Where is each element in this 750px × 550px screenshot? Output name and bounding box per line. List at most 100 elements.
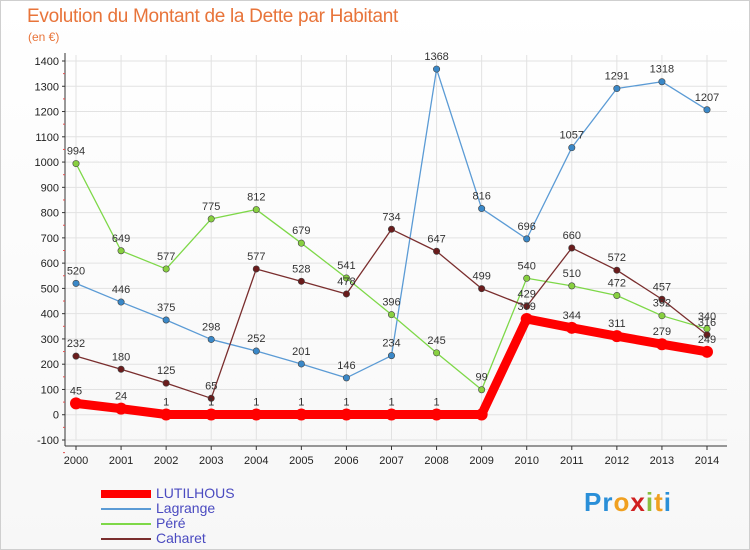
data-label: 180	[112, 351, 130, 363]
data-point	[250, 408, 263, 421]
data-label: 99	[476, 372, 488, 384]
data-point	[610, 330, 623, 343]
logo-letter: i	[645, 487, 655, 517]
data-point	[613, 266, 621, 274]
data-point	[568, 144, 576, 152]
data-label: 1	[163, 396, 169, 408]
data-label: 379	[518, 301, 536, 313]
data-label: 232	[67, 338, 85, 350]
data-point	[297, 360, 305, 368]
data-point	[478, 386, 486, 394]
data-label: 734	[382, 211, 400, 223]
proxiti-logo: Proxiti	[584, 487, 672, 518]
x-tick-label: 2012	[605, 455, 629, 467]
legend-label: Péré	[156, 515, 186, 531]
y-tick-label: 1400	[35, 56, 59, 68]
y-tick-label: 700	[41, 233, 59, 245]
x-tick-label: 2002	[154, 455, 178, 467]
data-point	[523, 274, 531, 282]
y-tick-label: 200	[41, 359, 59, 371]
data-point	[520, 312, 533, 325]
x-tick-label: 2003	[199, 455, 223, 467]
data-point	[430, 408, 443, 421]
data-point	[117, 298, 125, 306]
data-point	[385, 408, 398, 421]
x-tick-label: 2000	[64, 455, 88, 467]
data-label: 298	[202, 321, 220, 333]
data-label: 457	[653, 281, 671, 293]
data-label: 1	[388, 396, 394, 408]
x-tick-label: 2004	[244, 455, 268, 467]
y-tick-label: 1300	[35, 81, 59, 93]
data-point	[252, 206, 260, 214]
data-label: 234	[382, 338, 400, 350]
data-point	[207, 335, 215, 343]
data-point	[478, 285, 486, 293]
data-point	[342, 274, 350, 282]
x-tick-label: 2010	[514, 455, 538, 467]
data-point	[478, 205, 486, 213]
data-point	[387, 311, 395, 319]
data-label: 528	[292, 263, 310, 275]
data-point	[70, 397, 82, 410]
x-tick-label: 2006	[334, 455, 358, 467]
chart-title: Evolution du Montant de la Dette par Hab…	[27, 6, 398, 27]
data-point	[613, 85, 621, 93]
legend-swatch	[101, 522, 151, 525]
data-label: 311	[608, 318, 626, 330]
data-label: 816	[472, 191, 490, 203]
chart-unit: (en €)	[28, 30, 60, 44]
data-label: 812	[247, 192, 265, 204]
data-point	[295, 408, 308, 421]
y-tick-label: 1000	[35, 157, 59, 169]
data-label: 499	[472, 271, 490, 283]
data-label: 65	[205, 380, 217, 392]
data-point	[207, 215, 215, 223]
data-point	[207, 394, 215, 402]
y-tick-label: 100	[41, 384, 59, 396]
logo-letter: r	[602, 487, 614, 517]
data-label: 540	[518, 260, 536, 272]
data-label: 1	[253, 396, 259, 408]
data-point	[72, 160, 80, 168]
data-point	[655, 338, 668, 351]
data-point	[160, 408, 173, 421]
data-label: 396	[382, 297, 400, 309]
data-point	[658, 312, 666, 320]
legend-swatch	[101, 507, 151, 510]
data-point	[162, 316, 170, 324]
data-label: 572	[608, 252, 626, 264]
data-point	[658, 295, 666, 303]
data-label: 279	[653, 326, 671, 338]
data-label: 696	[518, 221, 536, 233]
legend-item: LUTILHOUS	[101, 486, 235, 501]
x-tick-label: 2009	[469, 455, 493, 467]
legend: LUTILHOUS Lagrange Péré Caharet	[101, 486, 235, 546]
data-label: 429	[518, 288, 536, 300]
x-tick-label: 2007	[379, 455, 403, 467]
data-point	[433, 65, 441, 73]
legend-label: LUTILHOUS	[156, 485, 235, 501]
data-label: 375	[157, 302, 175, 314]
data-label: 245	[427, 335, 445, 347]
legend-swatch	[101, 489, 151, 498]
data-label: 1	[434, 396, 440, 408]
data-point	[523, 302, 531, 310]
data-point	[703, 106, 711, 114]
x-tick-label: 2001	[109, 455, 133, 467]
data-label: 125	[157, 365, 175, 377]
data-point	[568, 244, 576, 252]
data-label: 1318	[650, 64, 674, 76]
logo-letter: x	[630, 487, 646, 517]
data-label: 649	[112, 233, 130, 245]
data-label: 24	[115, 391, 127, 403]
data-label: 252	[247, 333, 265, 345]
data-point	[162, 379, 170, 387]
data-point	[205, 408, 218, 421]
data-label: 201	[292, 346, 310, 358]
data-point	[565, 321, 578, 334]
y-tick-label: 500	[41, 283, 59, 295]
data-label: 660	[563, 230, 581, 242]
y-tick-label: 800	[41, 208, 59, 220]
